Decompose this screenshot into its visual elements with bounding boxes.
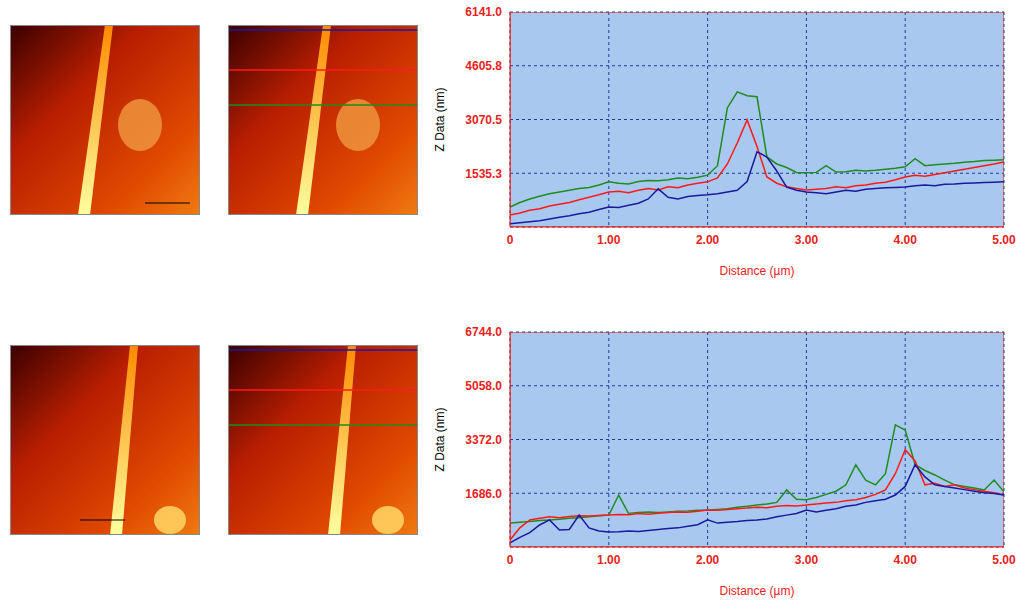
svg-text:3372.0: 3372.0	[465, 433, 502, 447]
svg-text:6744.0: 6744.0	[465, 325, 502, 339]
svg-text:6141.0: 6141.0	[465, 5, 502, 19]
svg-text:3.00: 3.00	[795, 553, 819, 567]
svg-text:Distance (µm): Distance (µm)	[720, 264, 795, 278]
svg-text:1.00: 1.00	[597, 233, 621, 247]
svg-text:Z Data (nm): Z Data (nm)	[434, 407, 447, 471]
svg-text:3070.5: 3070.5	[465, 113, 502, 127]
svg-text:4.00: 4.00	[894, 553, 918, 567]
svg-text:4.00: 4.00	[894, 233, 918, 247]
svg-text:1535.3: 1535.3	[465, 167, 502, 181]
svg-text:1.00: 1.00	[597, 553, 621, 567]
svg-text:0: 0	[507, 553, 514, 567]
svg-text:Distance (µm): Distance (µm)	[720, 584, 795, 598]
svg-text:5.00: 5.00	[992, 233, 1016, 247]
svg-text:Z Data (nm): Z Data (nm)	[434, 87, 447, 151]
svg-text:5058.0: 5058.0	[465, 379, 502, 393]
svg-text:2.00: 2.00	[696, 553, 720, 567]
svg-text:5.00: 5.00	[992, 553, 1016, 567]
svg-text:4605.8: 4605.8	[465, 59, 502, 73]
svg-text:0: 0	[507, 233, 514, 247]
svg-text:2.00: 2.00	[696, 233, 720, 247]
svg-text:3.00: 3.00	[795, 233, 819, 247]
svg-text:1686.0: 1686.0	[465, 487, 502, 501]
